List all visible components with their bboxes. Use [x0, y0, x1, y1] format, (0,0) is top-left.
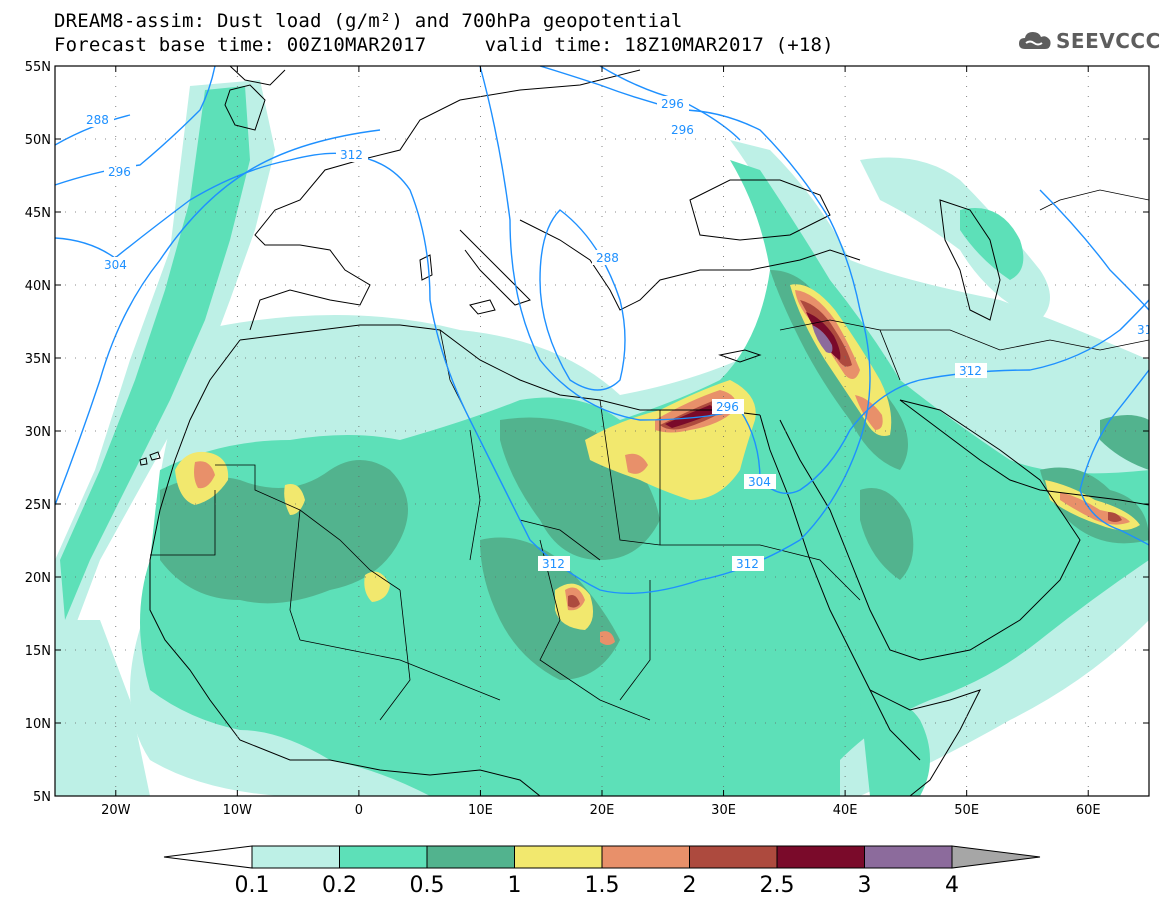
lat-tick-label: 30N [25, 425, 51, 440]
lon-tick-label: 20W [101, 803, 131, 818]
dust-level-3 [812, 325, 833, 354]
colorbar-high-arrow [951, 845, 1041, 869]
logo-text: SEEVCCC [1056, 29, 1161, 53]
lon-tick-label: 30E [711, 803, 736, 818]
colorbar-label: 2.5 [760, 873, 795, 898]
latitude-axis: 55N 50N 45N 40N 35N 30N 25N 20N 15N 10N 5N [25, 60, 1149, 805]
lat-tick-label: 45N [25, 206, 51, 221]
colorbar-segment [864, 845, 953, 869]
colorbar-label: 0.5 [410, 873, 445, 898]
colorbar-label: 0.2 [322, 873, 357, 898]
colorbar-segment [601, 845, 690, 869]
contour-label: 296 [108, 165, 131, 179]
colorbar-low-arrow [163, 845, 253, 869]
contour-label: 288 [596, 251, 619, 265]
colorbar-label: 2 [683, 873, 697, 898]
lat-tick-label: 35N [25, 352, 51, 367]
longitude-axis: 20W 10W 0 10E 20E 30E 40E 50E 60E [101, 66, 1101, 818]
lon-tick-label: 10E [468, 803, 493, 818]
contour-label: 296 [716, 400, 739, 414]
lat-tick-label: 50N [25, 133, 51, 148]
colorbar: 0.1 0.2 0.5 1 1.5 2 2.5 3 4 [163, 845, 1041, 898]
colorbar-label: 1 [508, 873, 522, 898]
contour-label: 312 [736, 557, 759, 571]
lon-tick-label: 0 [355, 803, 363, 818]
lat-tick-label: 5N [33, 790, 51, 805]
lat-tick-label: 15N [25, 644, 51, 659]
lon-tick-label: 20E [590, 803, 615, 818]
contour-label: 312 [1137, 323, 1160, 337]
colorbar-label: 0.1 [235, 873, 270, 898]
map-subtitle: Forecast base time: 00Z10MAR2017 valid t… [54, 34, 834, 56]
lat-tick-label: 20N [25, 571, 51, 586]
contour-label: 288 [86, 113, 109, 127]
dust-fields: 288 296 312 304 296 296 288 296 304 312 … [55, 66, 1160, 796]
colorbar-segment [426, 845, 515, 869]
lon-tick-label: 10W [223, 803, 253, 818]
colorbar-label: 1.5 [585, 873, 620, 898]
lat-tick-label: 40N [25, 279, 51, 294]
contour-label: 312 [959, 364, 982, 378]
contour-label: 296 [671, 123, 694, 137]
lat-tick-label: 10N [25, 717, 51, 732]
colorbar-label: 4 [945, 873, 959, 898]
contour-label: 304 [104, 258, 127, 272]
colorbar-label: 3 [858, 873, 872, 898]
coastlines [139, 66, 1149, 796]
contour-labels: 288 296 312 304 296 296 288 296 304 312 … [82, 96, 1160, 571]
lon-tick-label: 60E [1076, 803, 1101, 818]
map-title: DREAM8-assim: Dust load (g/m²) and 700hP… [54, 10, 683, 32]
cloud-icon [1019, 32, 1051, 49]
contour-label: 312 [340, 148, 363, 162]
lon-tick-label: 50E [954, 803, 979, 818]
seevccc-logo: SEEVCCC [1018, 26, 1161, 56]
colorbar-segment [251, 845, 340, 869]
contour-label: 296 [661, 97, 684, 111]
contour-label: 304 [748, 475, 771, 489]
contour-label: 312 [542, 557, 565, 571]
colorbar-segment [776, 845, 865, 869]
colorbar-segment [689, 845, 778, 869]
colorbar-segment [339, 845, 428, 869]
colorbar-segment [514, 845, 603, 869]
lat-tick-label: 55N [25, 60, 51, 75]
lon-tick-label: 40E [833, 803, 858, 818]
lat-tick-label: 25N [25, 498, 51, 513]
